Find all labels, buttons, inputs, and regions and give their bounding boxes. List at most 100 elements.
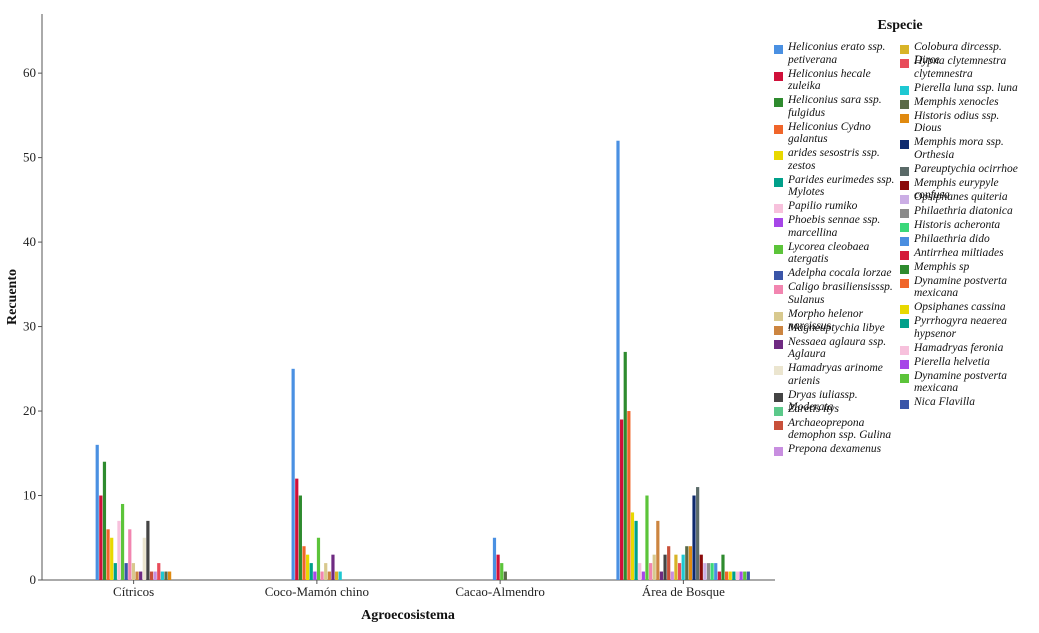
legend-label: Opsiphanes quiteria [914,190,1008,203]
legend-label: Heliconius hecale zuleika [788,67,871,93]
bar [638,563,642,580]
bar [117,520,121,580]
legend-label: Historis acheronta [914,218,1001,231]
legend-swatch [774,45,783,54]
bar [674,554,678,580]
bar [313,571,317,580]
legend-label: Historis odius ssp. Dious [914,109,1000,135]
bar [113,563,117,580]
x-tick-label: Cacao-Almendro [455,584,545,599]
legend-swatch [774,244,783,254]
legend-label: Heliconius erato ssp. petiverana [788,41,886,66]
legend-label: Parides eurimedes ssp. Mylotes [788,173,895,199]
legend-swatch [774,98,783,107]
legend-swatch [900,140,909,149]
bar [706,563,711,580]
bar [131,563,136,580]
legend-label: Heliconius sara ssp. fulgidus [788,94,882,119]
bar [685,546,689,580]
bar [725,571,729,580]
y-tick-label: 50 [23,150,36,165]
legend-label: Dynamine postverta mexicana [914,274,1007,300]
x-axis-title: Agroecosistema [361,608,455,623]
bar [743,571,747,580]
bar [739,571,743,580]
bar [146,520,150,580]
legend-label: Memphis sp [914,260,970,273]
legend-swatch [774,71,783,81]
bars-group [95,140,750,580]
bar [316,537,321,580]
legend-label: Opsiphanes cassina [914,301,1006,313]
bar [667,546,671,580]
legend-swatch [774,124,783,134]
legend-swatch [900,373,909,383]
legend-label: Hypna clytemnestra clytemnestra [914,55,1007,80]
y-tick-label: 20 [23,403,36,418]
bar [648,563,653,580]
bar [503,571,507,580]
bar [699,554,703,580]
bar [164,571,168,580]
bar [663,554,667,580]
y-tick-label: 40 [23,234,36,249]
bar [652,554,656,580]
legend-label: Pyrrhogyra neaerea hypsenor [914,315,1007,340]
legend-swatch [774,447,783,456]
legend-label: Memphis mora ssp. Orthesia [914,136,1004,161]
y-tick-label: 30 [23,319,36,334]
legend-swatch [774,177,783,187]
bar [627,411,631,580]
bar [295,478,299,580]
bar [623,351,627,580]
legend-swatch [900,319,909,328]
legend-swatch [900,180,909,190]
bar [102,461,107,580]
bar [692,495,696,580]
legend-swatch [900,400,909,409]
bar [334,571,339,580]
legend-label: Pierella helvetia [914,355,990,368]
bar [291,368,295,580]
legend-label: Magneuptychia libye [788,321,885,334]
legend-swatch [774,311,783,321]
legend-swatch [900,166,909,176]
legend-swatch [900,264,909,274]
bar [128,529,132,580]
legend-label: Nica Flavilla [914,396,976,408]
bar [327,571,331,580]
y-tick-label: 60 [23,65,36,80]
legend-swatch [774,406,783,416]
bar [721,554,725,580]
legend-label: Morpho helenor narcissus [788,307,864,333]
legend-swatch [774,271,783,280]
bar [135,571,139,580]
y-axis-title: Recuento [5,269,20,325]
legend-swatch [774,325,783,335]
bar [696,487,700,580]
legend-label: Adelpha cocala lorzae [788,267,892,279]
bar [110,537,114,580]
bar [630,512,635,580]
legend-label: Antirrhea miltiades [914,246,1004,259]
bar [500,563,504,580]
bar [124,563,128,580]
bar [620,419,624,580]
legend-label: Lycorea cleobaea atergatis [788,240,870,266]
legend-swatch [900,113,909,123]
bar [99,495,103,580]
bar [714,563,718,580]
legend-label: Prepona dexamenus [788,443,882,455]
legend-swatch [774,339,783,349]
bar [735,571,740,580]
bar [688,546,692,580]
legend-swatch [900,278,909,288]
bar [677,563,682,580]
legend-label: Philaethria dido [914,232,990,245]
legend-title: Especie [877,18,923,33]
plot-area: 0 10 20 30 40 50 60 Cítricos Coco-Mamón chino Cac… [23,14,775,599]
legend-swatch [900,85,909,95]
bar [168,571,172,580]
bar [149,571,154,580]
legend-swatch [774,151,783,160]
